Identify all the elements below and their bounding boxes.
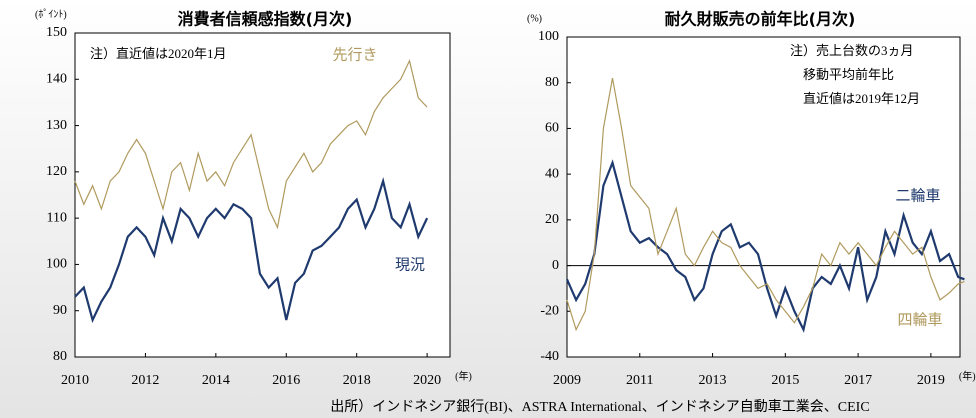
y-tick-label: 110 <box>47 210 67 225</box>
y-tick-label: 150 <box>46 25 67 40</box>
y-unit: (%) <box>527 13 542 24</box>
y-tick-label: 40 <box>545 166 559 181</box>
series-line <box>74 59 428 230</box>
series-line <box>565 159 965 333</box>
x-tick-label: 2020 <box>413 373 441 388</box>
y-tick-label: 120 <box>46 164 67 179</box>
x-tick-label: 2015 <box>771 373 799 388</box>
x-tick-label: 2011 <box>626 373 653 388</box>
y-tick-label: 80 <box>53 349 67 364</box>
x-tick-label: 2019 <box>917 373 945 388</box>
y-tick-label: 80 <box>545 75 559 90</box>
x-tick-label: 2017 <box>844 373 872 388</box>
annotation: 移動平均前年比 <box>803 67 894 82</box>
series-label: 現況 <box>395 256 425 274</box>
x-tick-label: 2010 <box>61 373 89 388</box>
chart-title: 消費者信頼感指数(月次) <box>178 10 353 29</box>
x-tick-label: 2016 <box>272 373 300 388</box>
y-tick-label: 100 <box>46 257 67 272</box>
y-tick-label: 60 <box>545 121 559 136</box>
series-label: 四輪車 <box>897 311 942 329</box>
x-unit: (年) <box>455 369 472 382</box>
annotation: 注）直近値は2020年1月 <box>90 46 227 61</box>
chart-title: 耐久財販売の前年比(月次) <box>665 10 856 29</box>
y-tick-label: 140 <box>46 72 67 87</box>
x-unit: (年) <box>959 369 976 382</box>
x-tick-label: 2014 <box>202 373 230 388</box>
source: 出所）インドネシア銀行(BI)、ASTRA International、インドネ… <box>330 398 869 415</box>
x-tick-label: 2012 <box>131 373 159 388</box>
y-tick-label: 20 <box>545 212 559 227</box>
y-tick-label: 130 <box>46 118 67 133</box>
y-tick-label: -40 <box>540 349 559 364</box>
y-unit: (ﾎﾟｲﾝﾄ) <box>35 8 67 20</box>
x-tick-label: 2018 <box>343 373 371 388</box>
y-tick-label: -20 <box>540 304 559 319</box>
series-label: 先行き <box>332 46 377 64</box>
x-tick-label: 2013 <box>699 373 727 388</box>
plot-area <box>74 32 451 358</box>
y-tick-label: 100 <box>538 29 559 44</box>
plot-area <box>566 36 961 358</box>
series-line <box>566 77 965 332</box>
series-label: 二輪車 <box>895 187 940 205</box>
y-tick-label: 0 <box>552 258 559 273</box>
annotation: 注）売上台数の3ヵ月 <box>790 43 914 58</box>
x-tick-label: 2009 <box>553 373 581 388</box>
series-line <box>74 176 429 324</box>
annotation: 直近値は2019年12月 <box>803 91 920 106</box>
y-tick-label: 90 <box>53 303 67 318</box>
